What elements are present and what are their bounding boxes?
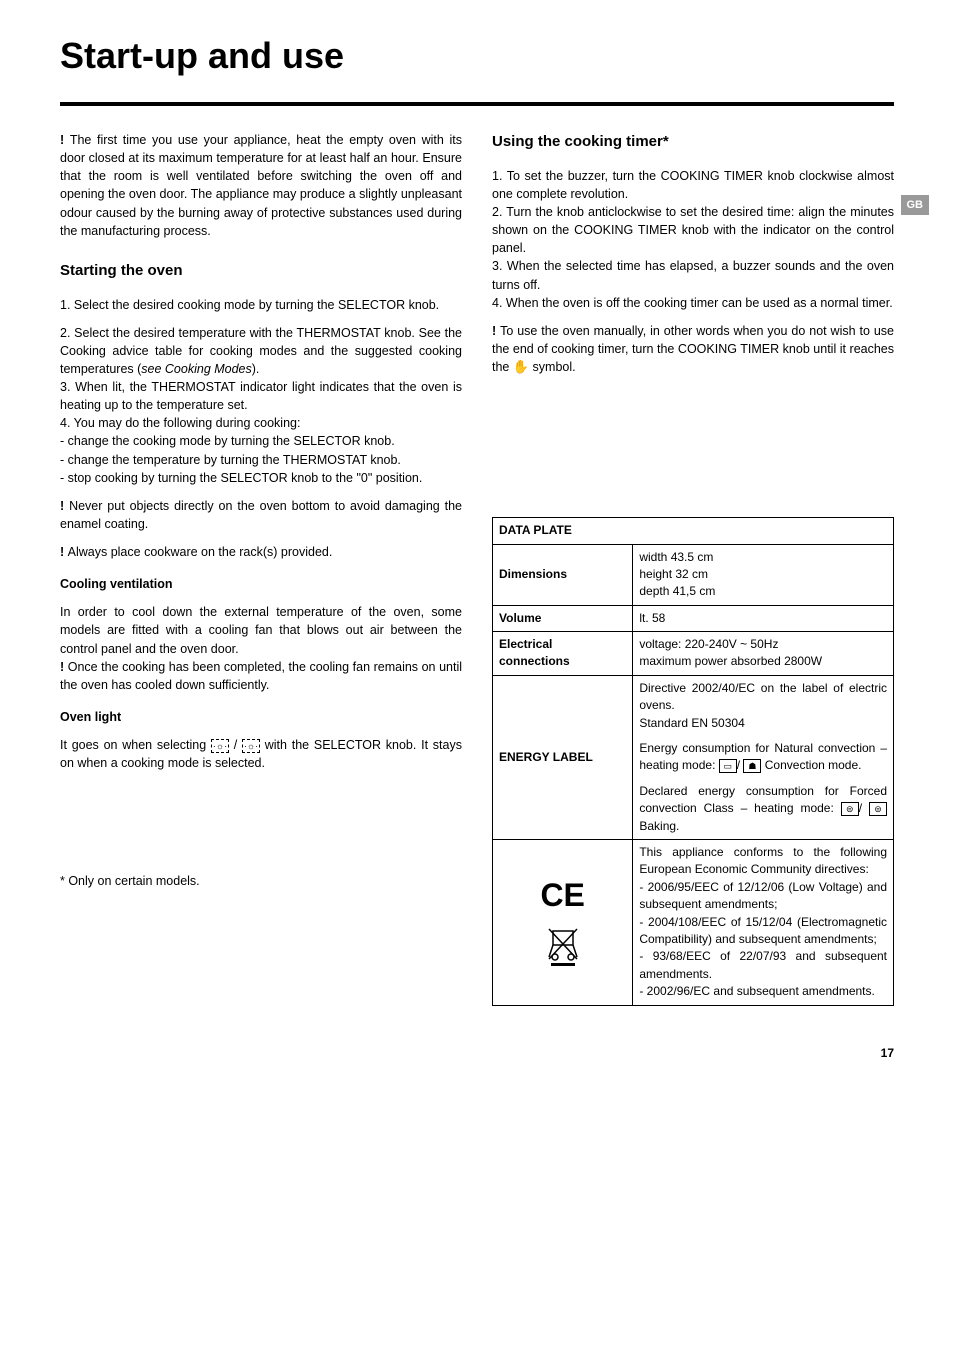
start-step-4: 4. You may do the following during cooki…	[60, 414, 462, 432]
vol-value: lt. 58	[633, 605, 894, 631]
convection-icon-2: ☗	[743, 759, 761, 773]
compliance-icons: CE	[493, 839, 633, 1005]
left-column: ! The first time you use your appliance,…	[60, 131, 462, 1006]
starting-oven-heading: Starting the oven	[60, 260, 462, 282]
hand-icon: ✋	[513, 358, 529, 377]
timer-step-2: 2. Turn the knob anticlockwise to set th…	[492, 203, 894, 257]
energy-value: Directive 2002/40/EC on the label of ele…	[633, 675, 894, 839]
timer-step-3: 3. When the selected time has elapsed, a…	[492, 257, 894, 293]
elec-label: Electrical connections	[493, 632, 633, 676]
oven-light-text: It goes on when selecting ·☼· / ·☼· with…	[60, 736, 462, 772]
language-tab: GB	[901, 195, 930, 215]
vol-label: Volume	[493, 605, 633, 631]
start-step-4c: - stop cooking by turning the SELECTOR k…	[60, 469, 462, 487]
baking-icon-1: ⊜	[841, 802, 859, 816]
dim-label: Dimensions	[493, 544, 633, 605]
cooling-text: In order to cool down the external tempe…	[60, 603, 462, 657]
right-column: Using the cooking timer* 1. To set the b…	[492, 131, 894, 1006]
footnote: * Only on certain models.	[60, 872, 462, 890]
warn-oven-bottom: ! Never put objects directly on the oven…	[60, 497, 462, 533]
cooling-warn: ! Once the cooking has been completed, t…	[60, 658, 462, 694]
ce-mark-icon: CE	[499, 872, 626, 918]
cooling-heading: Cooling ventilation	[60, 575, 462, 593]
light-icon-2: ·☼·	[242, 739, 260, 753]
light-icon-1: ·☼·	[211, 739, 229, 753]
start-step-4a: - change the cooking mode by turning the…	[60, 432, 462, 450]
oven-light-heading: Oven light	[60, 708, 462, 726]
timer-step-4: 4. When the oven is off the cooking time…	[492, 294, 894, 312]
timer-manual-warn: ! To use the oven manually, in other wor…	[492, 322, 894, 377]
baking-icon-2: ⊜	[869, 802, 887, 816]
compliance-value: This appliance conforms to the following…	[633, 839, 894, 1005]
data-plate-table: DATA PLATE Dimensions width 43.5 cm heig…	[492, 517, 894, 1005]
energy-label: ENERGY LABEL	[493, 675, 633, 839]
title-divider	[60, 102, 894, 106]
timer-step-1: 1. To set the buzzer, turn the COOKING T…	[492, 167, 894, 203]
start-step-3: 3. When lit, the THERMOSTAT indicator li…	[60, 378, 462, 414]
page-number: 17	[60, 1046, 894, 1060]
start-step-4b: - change the temperature by turning the …	[60, 451, 462, 469]
warn-rack: ! Always place cookware on the rack(s) p…	[60, 543, 462, 561]
content-columns: ! The first time you use your appliance,…	[60, 131, 894, 1006]
cooking-timer-heading: Using the cooking timer*	[492, 131, 894, 153]
intro-warning: ! The first time you use your appliance,…	[60, 131, 462, 240]
weee-icon	[545, 927, 581, 972]
convection-icon-1: ▭	[719, 759, 737, 773]
data-plate-title: DATA PLATE	[493, 518, 894, 544]
dim-value: width 43.5 cm height 32 cm depth 41,5 cm	[633, 544, 894, 605]
elec-value: voltage: 220-240V ~ 50Hz maximum power a…	[633, 632, 894, 676]
page-title: Start-up and use	[60, 35, 894, 77]
start-step-2: 2. Select the desired temperature with t…	[60, 324, 462, 378]
start-step-1: 1. Select the desired cooking mode by tu…	[60, 296, 462, 314]
